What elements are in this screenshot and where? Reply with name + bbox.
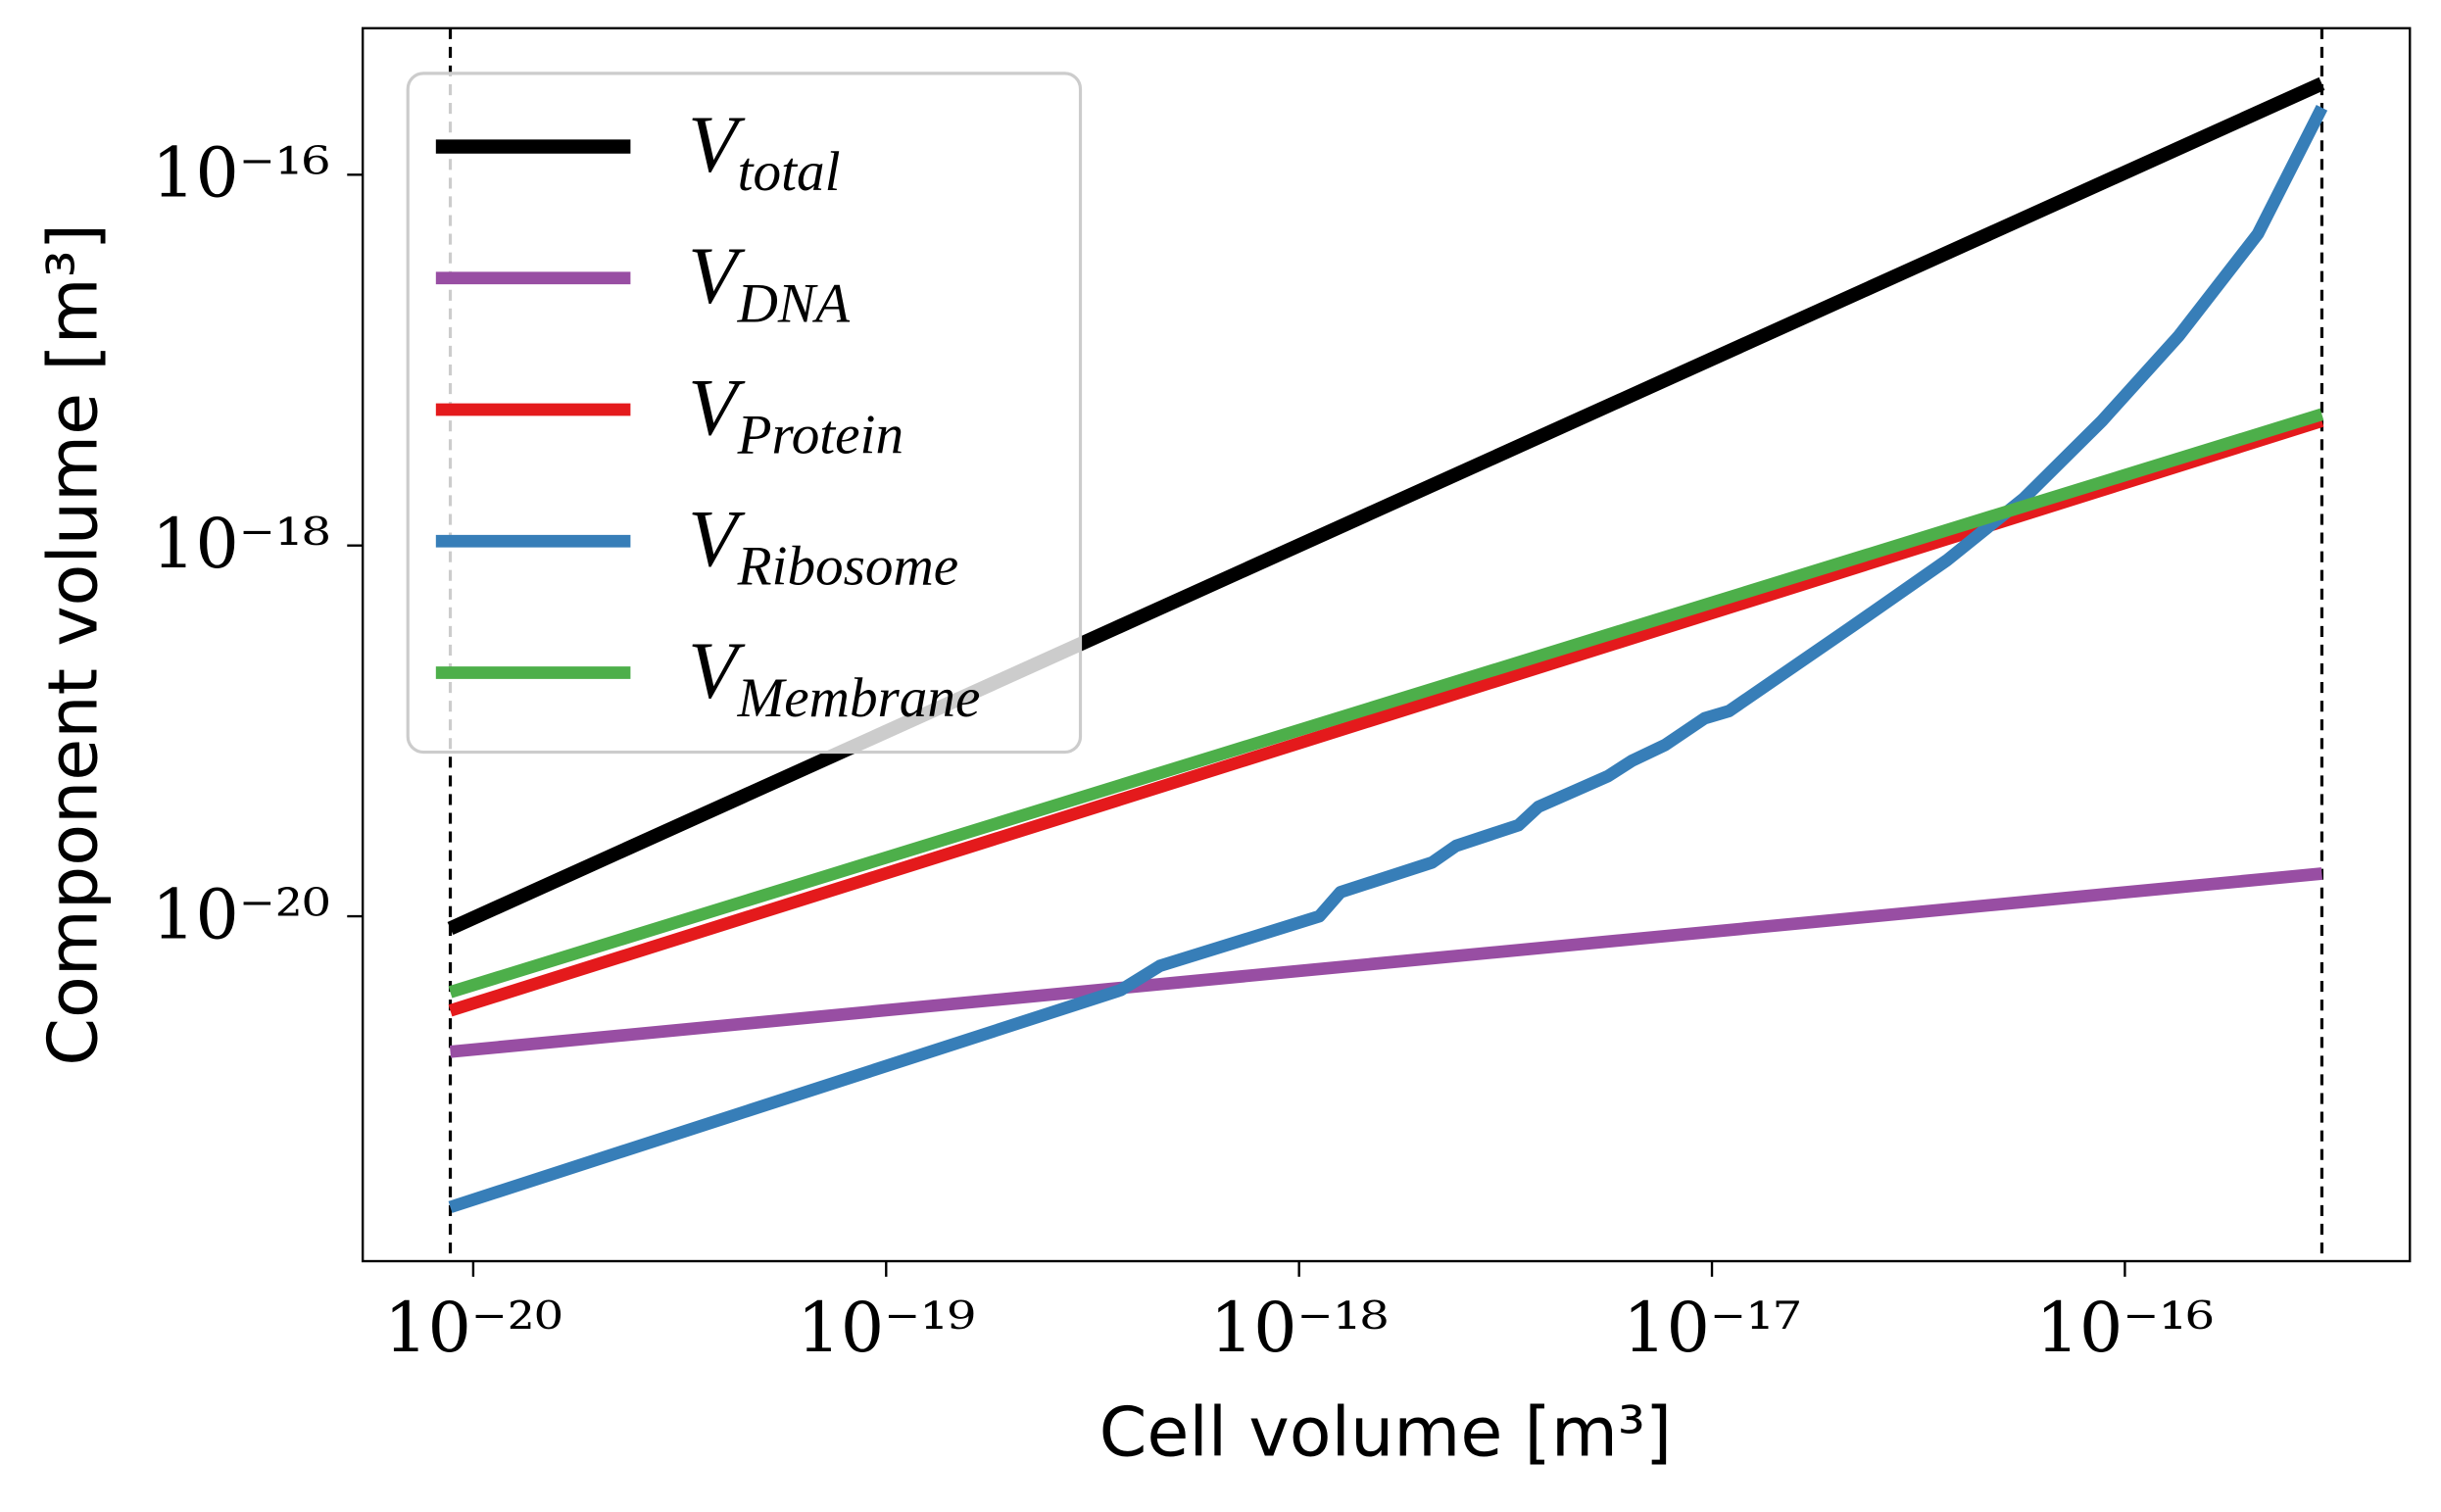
legend-label: VRibosome xyxy=(688,494,958,598)
legend-name: V xyxy=(688,362,746,452)
legend-label: VDNA xyxy=(688,230,851,334)
data-line xyxy=(448,415,2324,1017)
legend-label: Vtotal xyxy=(688,99,840,203)
legend-subscript: total xyxy=(738,141,841,203)
y-axis-label: Component volume [m³] xyxy=(33,223,113,1066)
y-tick-label: 10⁻¹⁶ xyxy=(152,134,330,214)
legend-name: V xyxy=(688,494,746,584)
y-tick-label: 10⁻¹⁸ xyxy=(152,505,330,584)
data-line xyxy=(447,76,2325,936)
legend-subscript: Membrane xyxy=(737,667,981,729)
x-tick-label: 10⁻¹⁸ xyxy=(1210,1289,1389,1368)
plot-frame xyxy=(361,26,2412,1263)
legend-name: V xyxy=(688,230,746,320)
legend-subscript: Protein xyxy=(737,405,903,466)
data-line xyxy=(449,867,2323,1058)
y-tick-label: 10⁻²⁰ xyxy=(152,875,330,954)
x-tick-label: 10⁻¹⁹ xyxy=(797,1289,975,1368)
legend-subscript: Ribosome xyxy=(737,536,959,598)
x-tick-label: 10⁻¹⁷ xyxy=(1623,1289,1801,1368)
legend-box xyxy=(406,72,1083,755)
legend-label: VProtein xyxy=(688,362,903,465)
legend-name: V xyxy=(688,625,746,715)
data-line xyxy=(448,408,2324,999)
legend-label: VMembrane xyxy=(688,625,980,729)
data-line xyxy=(448,105,2328,1213)
legend-name: V xyxy=(688,99,746,189)
x-axis-label: Cell volume [m³] xyxy=(1099,1393,1673,1473)
legend-subscript: DNA xyxy=(737,272,851,334)
x-tick-label: 10⁻²⁰ xyxy=(384,1289,562,1368)
x-tick-label: 10⁻¹⁶ xyxy=(2035,1289,2214,1368)
